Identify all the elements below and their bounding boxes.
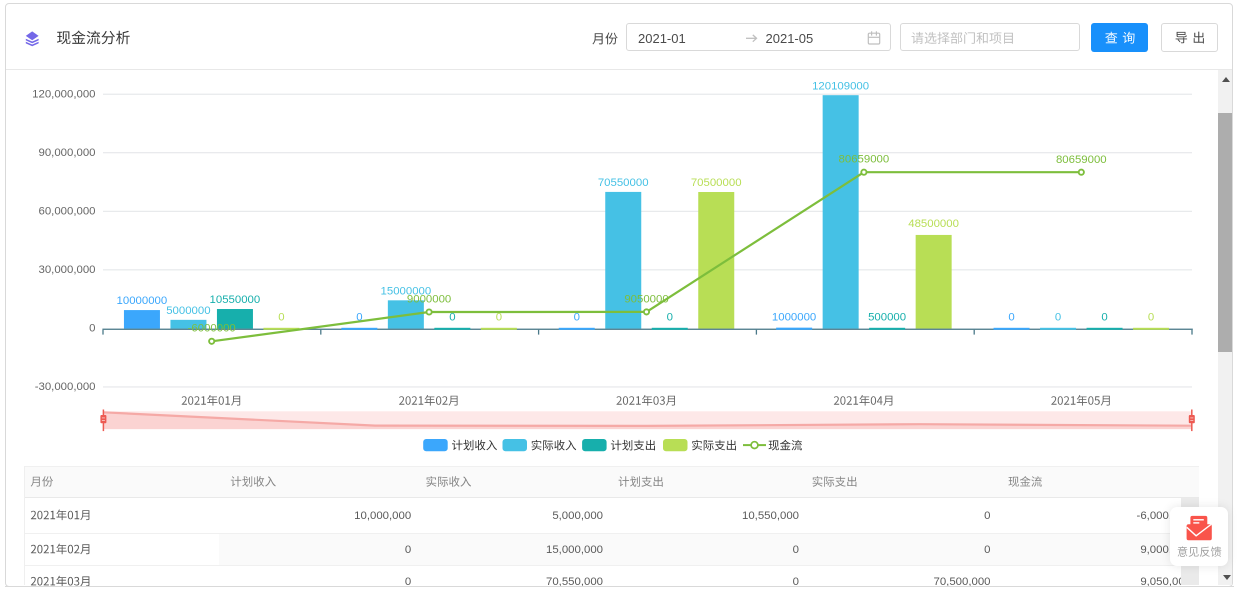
svg-text:0: 0 bbox=[496, 312, 502, 324]
svg-text:70500000: 70500000 bbox=[691, 177, 742, 189]
svg-text:48500000: 48500000 bbox=[908, 218, 959, 230]
svg-text:70,500,000: 70,500,000 bbox=[933, 576, 990, 588]
svg-text:15000000: 15000000 bbox=[381, 286, 432, 298]
svg-text:0: 0 bbox=[793, 576, 799, 588]
svg-text:0: 0 bbox=[449, 312, 455, 324]
svg-text:0: 0 bbox=[405, 576, 411, 588]
svg-text:0: 0 bbox=[1008, 312, 1014, 324]
svg-text:0: 0 bbox=[574, 312, 580, 324]
svg-text:10,000,000: 10,000,000 bbox=[354, 510, 411, 522]
svg-text:0: 0 bbox=[984, 544, 990, 556]
svg-text:0: 0 bbox=[1148, 312, 1154, 324]
svg-text:0: 0 bbox=[1055, 312, 1061, 324]
svg-text:0: 0 bbox=[356, 312, 362, 324]
svg-text:500000: 500000 bbox=[868, 312, 906, 324]
svg-text:1000000: 1000000 bbox=[772, 312, 816, 324]
svg-text:2021-01: 2021-01 bbox=[638, 31, 686, 46]
svg-text:80659000: 80659000 bbox=[839, 154, 890, 166]
svg-text:90,000,000: 90,000,000 bbox=[38, 147, 95, 159]
svg-text:0: 0 bbox=[405, 544, 411, 556]
svg-text:-6000000: -6000000 bbox=[188, 323, 236, 335]
svg-text:0: 0 bbox=[984, 510, 990, 522]
svg-text:9050000: 9050000 bbox=[624, 293, 668, 305]
svg-text:5000000: 5000000 bbox=[166, 305, 210, 317]
svg-text:-30,000,000: -30,000,000 bbox=[35, 381, 96, 393]
svg-text:0: 0 bbox=[667, 312, 673, 324]
svg-text:80659000: 80659000 bbox=[1056, 154, 1107, 166]
svg-text:10000000: 10000000 bbox=[117, 295, 168, 307]
svg-text:70,550,000: 70,550,000 bbox=[546, 576, 603, 588]
svg-text:0: 0 bbox=[1101, 312, 1107, 324]
svg-text:10,550,000: 10,550,000 bbox=[742, 510, 799, 522]
svg-text:0: 0 bbox=[793, 544, 799, 556]
svg-text:0: 0 bbox=[89, 323, 95, 335]
svg-text:9000000: 9000000 bbox=[407, 293, 451, 305]
svg-text:9,050,000: 9,050,000 bbox=[1140, 576, 1191, 588]
svg-text:2021-05: 2021-05 bbox=[766, 31, 814, 46]
svg-text:5,000,000: 5,000,000 bbox=[552, 510, 603, 522]
svg-text:120109000: 120109000 bbox=[812, 80, 869, 92]
svg-text:15,000,000: 15,000,000 bbox=[546, 544, 603, 556]
svg-text:0: 0 bbox=[278, 312, 284, 324]
svg-text:10550000: 10550000 bbox=[210, 294, 261, 306]
svg-text:30,000,000: 30,000,000 bbox=[38, 264, 95, 276]
svg-text:120,000,000: 120,000,000 bbox=[32, 88, 95, 100]
svg-text:70550000: 70550000 bbox=[598, 177, 649, 189]
svg-text:60,000,000: 60,000,000 bbox=[38, 205, 95, 217]
